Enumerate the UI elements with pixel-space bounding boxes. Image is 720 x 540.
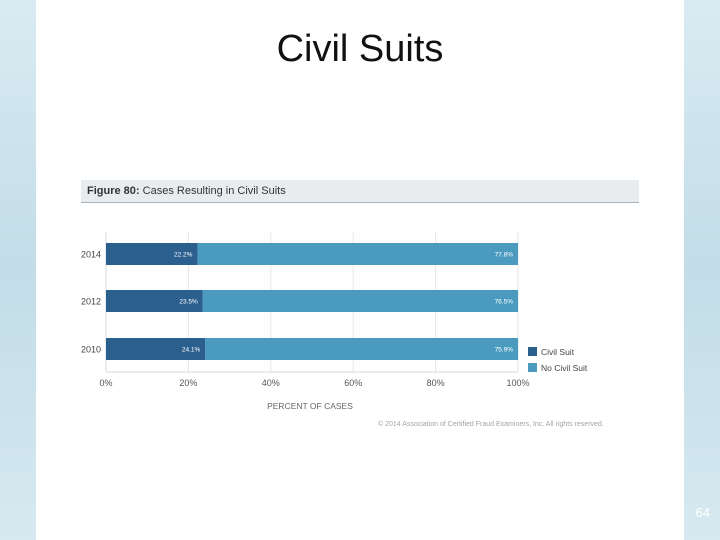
figure-title: Figure 80: Cases Resulting in Civil Suit… (87, 185, 286, 197)
legend-swatch (528, 347, 537, 356)
x-tick-label: 80% (427, 378, 445, 388)
right-decorative-bar (684, 0, 720, 540)
bar-segment (205, 338, 519, 360)
x-axis-label: PERCENT OF CASES (267, 401, 353, 411)
data-label: 75.9% (495, 347, 514, 354)
bar-segment (106, 290, 203, 312)
y-tick-label: 2014 (81, 250, 101, 260)
data-label: 77.8% (495, 252, 514, 259)
x-tick-label: 40% (262, 378, 280, 388)
data-label: 23.5% (179, 299, 198, 306)
figure-label: Figure 80: (87, 185, 140, 197)
data-label: 24.1% (182, 347, 201, 354)
bar-segment (106, 338, 206, 360)
data-label: 76.5% (495, 299, 514, 306)
x-tick-label: 0% (99, 378, 112, 388)
copyright-notice: © 2014 Association of Certified Fraud Ex… (378, 421, 604, 428)
x-tick-label: 100% (506, 378, 529, 388)
figure-header: Figure 80: Cases Resulting in Civil Suit… (81, 180, 639, 203)
left-decorative-bar (0, 0, 36, 540)
bar-segment (106, 243, 198, 265)
y-tick-label: 2010 (81, 345, 101, 355)
legend-label: No Civil Suit (541, 363, 588, 373)
x-tick-label: 20% (179, 378, 197, 388)
bar-segment (202, 290, 518, 312)
page-number: 64 (695, 505, 710, 520)
bar-segment (197, 243, 519, 265)
legend-swatch (528, 363, 537, 372)
data-label: 22.2% (174, 252, 193, 259)
legend-label: Civil Suit (541, 347, 575, 357)
slide-title: Civil Suits (276, 28, 444, 70)
y-tick-label: 2012 (81, 297, 101, 307)
chart-title: Cases Resulting in Civil Suits (142, 185, 286, 197)
x-tick-label: 60% (344, 378, 362, 388)
